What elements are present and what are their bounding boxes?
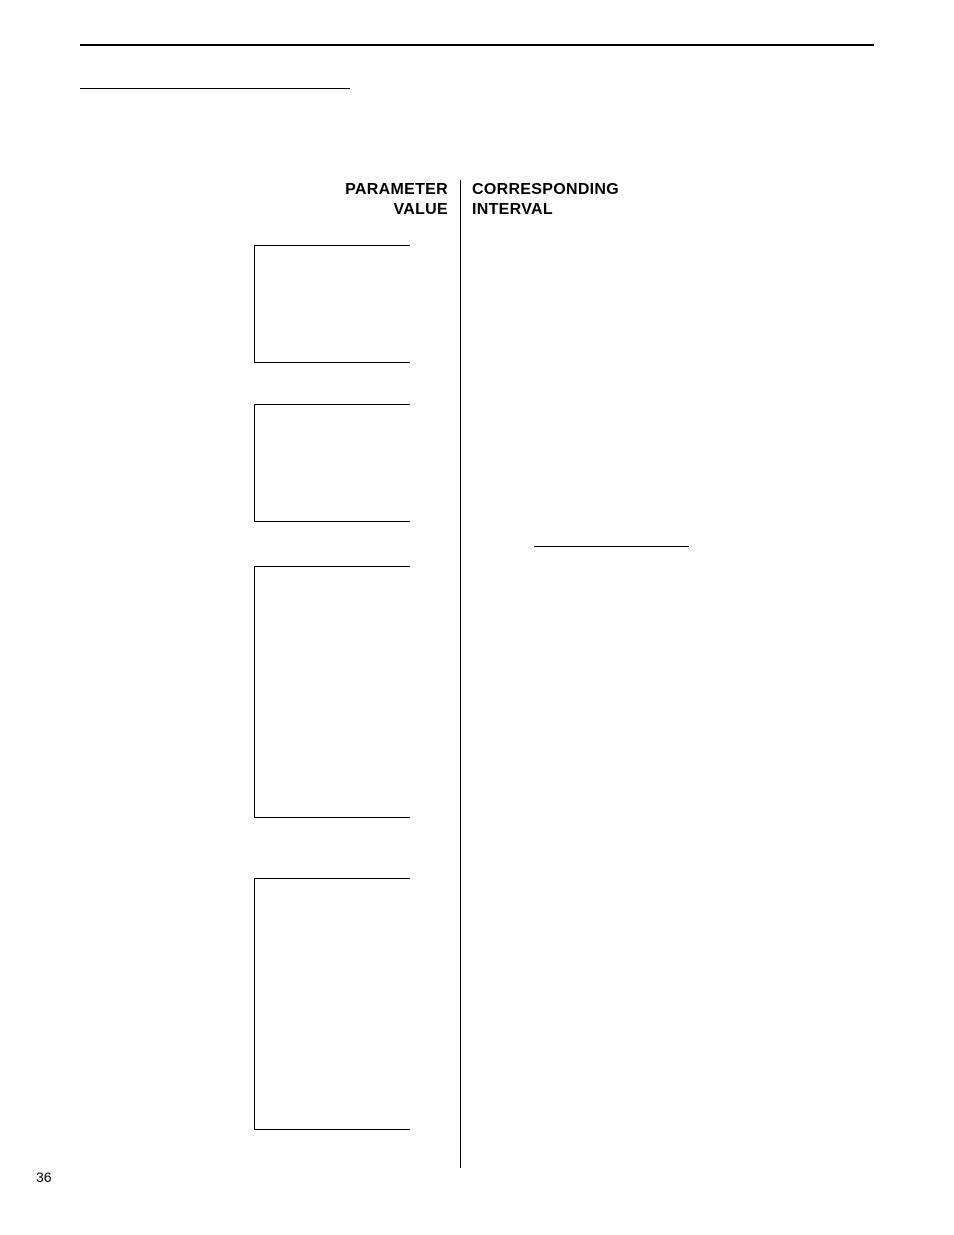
content-area: PARAMETER VALUE CORRESPONDING INTERVAL bbox=[80, 88, 874, 89]
page-number: 36 bbox=[36, 1169, 52, 1185]
vertical-divider bbox=[460, 180, 461, 1168]
heading-value: VALUE bbox=[80, 200, 448, 220]
section-rule bbox=[80, 88, 350, 89]
bracket-2 bbox=[254, 566, 410, 818]
bracket-0 bbox=[254, 245, 410, 363]
bracket-1 bbox=[254, 404, 410, 522]
heading-parameter: PARAMETER bbox=[80, 180, 448, 200]
bracket-3 bbox=[254, 878, 410, 1130]
page: PARAMETER VALUE CORRESPONDING INTERVAL 3… bbox=[0, 0, 954, 1235]
table-headings: PARAMETER VALUE CORRESPONDING INTERVAL bbox=[80, 180, 874, 220]
right-small-rule bbox=[534, 546, 689, 547]
top-rule bbox=[80, 44, 874, 46]
heading-right: CORRESPONDING INTERVAL bbox=[460, 180, 700, 220]
heading-interval: INTERVAL bbox=[472, 200, 700, 220]
heading-corresponding: CORRESPONDING bbox=[472, 180, 700, 200]
heading-left: PARAMETER VALUE bbox=[80, 180, 460, 220]
